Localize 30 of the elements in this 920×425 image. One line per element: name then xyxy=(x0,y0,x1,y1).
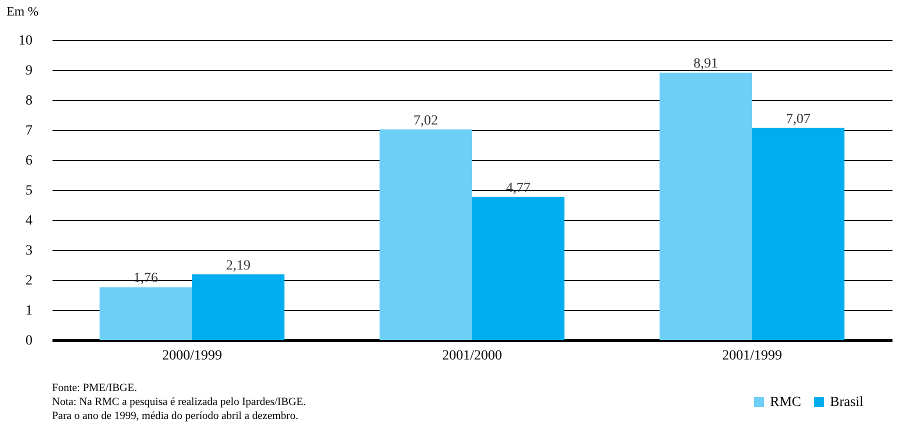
bar xyxy=(752,128,844,340)
text: Nota: Na RMC a pesquisa é realizada pelo Ipardes/IBGE. xyxy=(52,396,306,408)
y-tick-label: 5 xyxy=(26,184,32,198)
x-tick-label: 2000/1999 xyxy=(162,348,222,364)
bar xyxy=(380,129,472,340)
legend-label: RMC xyxy=(770,395,802,410)
data-label: 2,19 xyxy=(226,258,250,274)
y-axis-title: Em % xyxy=(6,4,39,18)
y-tick-label: 0 xyxy=(26,334,32,348)
y-tick-label: 8 xyxy=(26,94,32,108)
data-label: 7,07 xyxy=(786,112,810,127)
source-note: Fonte: PME/IBGE. xyxy=(52,382,138,394)
y-tick-label: 6 xyxy=(26,154,32,168)
y-tick-label: 10 xyxy=(18,34,32,48)
data-label: 8,91 xyxy=(694,56,718,72)
legend-label: Brasil xyxy=(830,395,864,410)
y-tick-label: 4 xyxy=(26,214,32,228)
y-tick-label: 2 xyxy=(26,274,32,288)
bar xyxy=(100,287,192,340)
bar xyxy=(192,274,284,340)
text: Para o ano de 1999, média do período abril a dezembro. xyxy=(52,410,298,422)
data-label: 7,02 xyxy=(414,113,438,128)
x-tick-label: 2001/2000 xyxy=(442,348,502,364)
y-tick-label: 9 xyxy=(26,64,32,78)
y-tick-label: 3 xyxy=(26,244,32,258)
bar xyxy=(472,196,564,340)
bar xyxy=(660,72,752,340)
x-tick-label: 2001/1999 xyxy=(722,348,782,364)
y-tick-label: 7 xyxy=(26,124,32,138)
y-tick-label: 1 xyxy=(26,304,32,318)
